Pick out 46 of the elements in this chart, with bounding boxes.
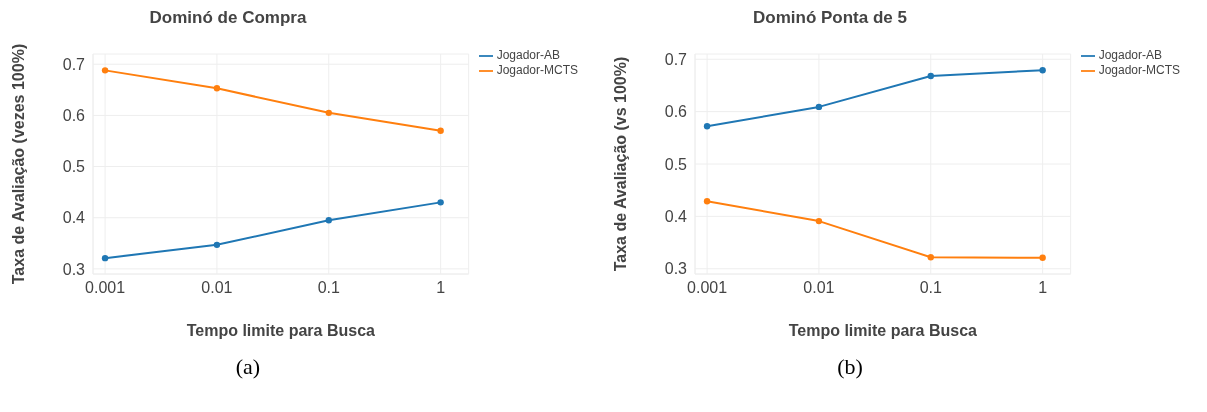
y-tick-label: 0.5 — [664, 155, 688, 173]
point — [325, 109, 332, 117]
point — [1039, 67, 1046, 74]
y-tick-label: 0.3 — [664, 260, 688, 278]
x-tick-label: 1 — [1038, 279, 1048, 297]
point — [703, 123, 711, 130]
x-tick-label: 0.1 — [919, 279, 942, 297]
x-tick-label: 0.1 — [317, 279, 340, 297]
point — [815, 103, 823, 111]
x-tick-label: 0.001 — [687, 279, 728, 297]
y-tick-label: 0.7 — [62, 55, 86, 73]
x-axis-title: Tempo limite para Busca — [788, 322, 978, 339]
chart-title: Dominó Ponta de 5 — [752, 8, 908, 29]
text: (b) — [836, 354, 864, 380]
y-tick-label: 0.5 — [62, 158, 86, 176]
point — [101, 254, 109, 262]
legend-label: Jogador-AB — [1098, 48, 1163, 62]
x-tick-label: 0.001 — [85, 279, 126, 297]
x-tick-label: 0.01 — [201, 279, 233, 297]
point — [1039, 254, 1046, 261]
point — [213, 241, 221, 249]
point — [703, 197, 711, 205]
chart-title: Dominó de Compra — [148, 8, 308, 29]
point — [325, 217, 332, 224]
y-tick-label: 0.7 — [664, 50, 688, 68]
y-tick-label: 0.3 — [62, 260, 86, 278]
y-axis-title: Taxa de Avaliação (vezes 100%) — [9, 43, 27, 285]
x-tick-label: 1 — [436, 279, 446, 297]
point — [213, 85, 221, 92]
point — [437, 127, 444, 134]
x-axis-title: Tempo limite para Busca — [186, 322, 376, 339]
legend-label: Jogador-MCTS — [496, 62, 578, 77]
legend-label: Jogador-AB — [496, 48, 561, 62]
x-tick-label: 0.01 — [803, 279, 835, 297]
point — [101, 67, 109, 74]
y-tick-label: 0.6 — [62, 107, 86, 125]
point — [927, 254, 934, 261]
legend-label: Jogador-MCTS — [1098, 62, 1180, 77]
text: (a) — [234, 354, 262, 380]
point — [815, 217, 823, 225]
point — [927, 72, 934, 80]
y-axis-title: Taxa de Avaliação (vs 100%) — [611, 56, 629, 272]
y-tick-label: 0.4 — [664, 208, 688, 226]
y-tick-label: 0.4 — [62, 209, 86, 227]
y-tick-label: 0.6 — [664, 103, 688, 121]
point — [437, 199, 444, 206]
